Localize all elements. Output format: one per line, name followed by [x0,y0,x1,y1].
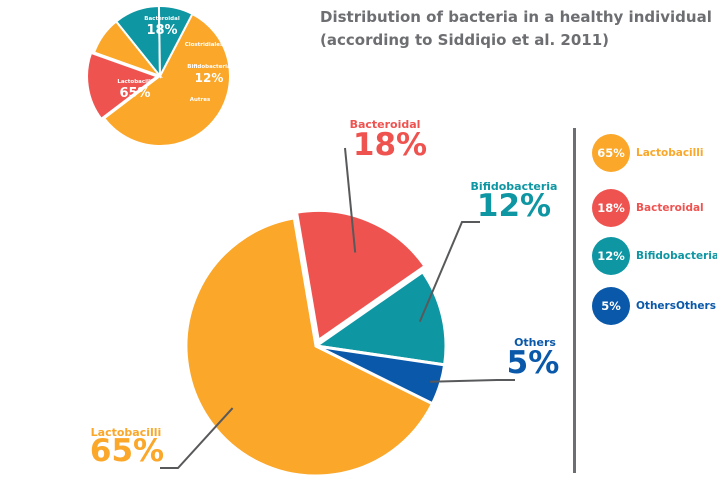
legend-badge-bacteroidal: 18% [592,189,630,227]
callout-name-others: Others [514,336,556,349]
legend-item-others: 5% OthersOthers [592,287,716,325]
chart-title: Distribution of bacteria in a healthy in… [320,8,712,26]
legend-badge-bifidobacteria: 12% [592,237,630,275]
thumb-label-bifidobacteria: Bifidobacteria [187,64,231,70]
legend-item-lactobacilli: 65% Lactobacilli [592,134,703,172]
thumb-label-clostridiales: Clostridiales [185,42,224,48]
slice-bifidobacteria [314,270,448,367]
callout-name-bacteroidal: Bacteroidal [350,118,421,131]
slice-others [314,344,447,406]
callout-value-bacteroidal: 18% [353,127,427,163]
callout-name-lactobacilli: Lactobacilli [91,426,162,439]
chart-title-block: Distribution of bacteria in a healthy in… [320,6,715,52]
thumb-label-bacteroidal: Bacteroidal [144,16,180,22]
slice-lactobacilli [184,216,434,478]
callout-value-bifidobacteria: 12% [477,188,551,224]
leader-line-others [430,379,515,383]
thumb-slice-bacteroidal [86,51,160,121]
leader-line-bifidobacteria [418,221,480,322]
thumb-label-lactobacilli: Lactobacilli [117,79,152,85]
thumb-slice-autres [157,5,194,77]
thumb-value-bifidobacteria: 12% [195,71,224,85]
leader-line-lactobacilli [160,407,234,469]
legend-label-others: OthersOthers [636,300,716,312]
thumb-value-bacteroidal: 18% [146,23,177,38]
legend-label-bifidobacteria: Bifidobacteria [636,250,717,262]
legend-divider [573,128,576,473]
thumb-slice-lactobacilli [102,12,231,147]
legend-item-bacteroidal: 18% Bacteroidal [592,189,704,227]
leader-line-bacteroidal [344,147,357,253]
legend-label-lactobacilli: Lactobacilli [636,147,704,159]
callout-value-lactobacilli: 65% [90,433,164,469]
legend-item-bifidobacteria: 12% Bifidobacteria [592,237,717,275]
callout-value-others: 5% [507,345,560,381]
thumb-label-autres: Autres [190,97,211,103]
chart-subtitle: (according to Siddiqio et al. 2011) [320,31,609,49]
thumb-value-lactobacilli: 65% [119,86,150,101]
slice-bacteroidal [295,209,427,342]
legend-label-bacteroidal: Bacteroidal [636,202,704,214]
legend-badge-others: 5% [592,287,630,325]
legend-badge-lactobacilli: 65% [592,134,630,172]
callout-name-bifidobacteria: Bifidobacteria [471,180,558,193]
